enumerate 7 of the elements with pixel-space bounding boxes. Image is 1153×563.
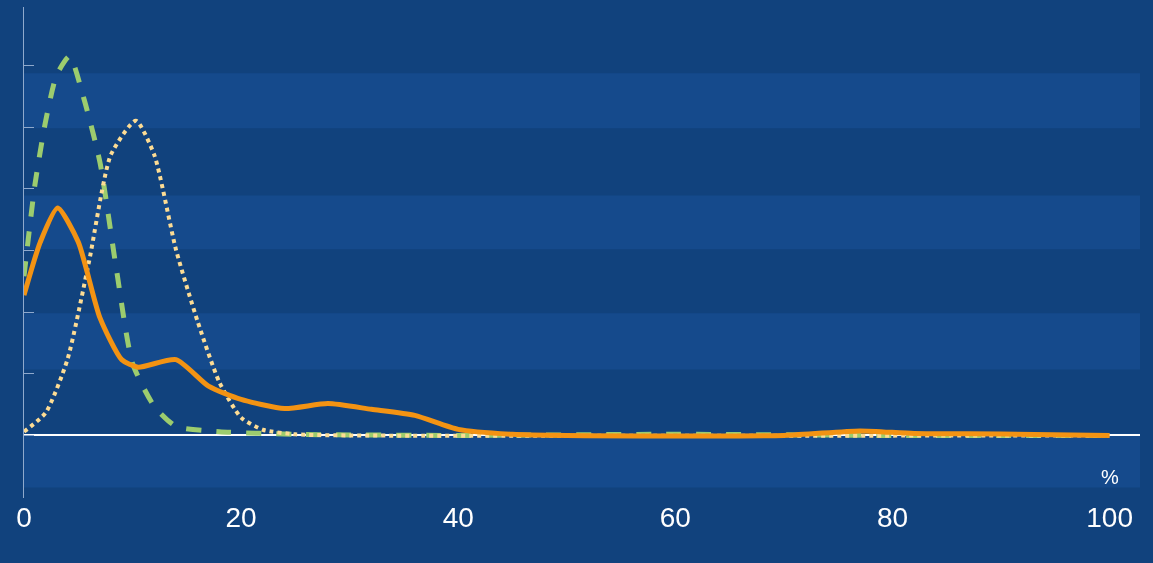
x-axis-title: % xyxy=(1101,466,1119,488)
x-tick-label: 60 xyxy=(659,502,691,533)
x-tick-label: 80 xyxy=(876,502,909,533)
x-tick-label: 20 xyxy=(225,502,257,533)
x-tick-label: 100 xyxy=(1086,502,1133,533)
x-tick-label: 40 xyxy=(442,502,474,533)
x-tick-label: 0 xyxy=(16,502,32,533)
